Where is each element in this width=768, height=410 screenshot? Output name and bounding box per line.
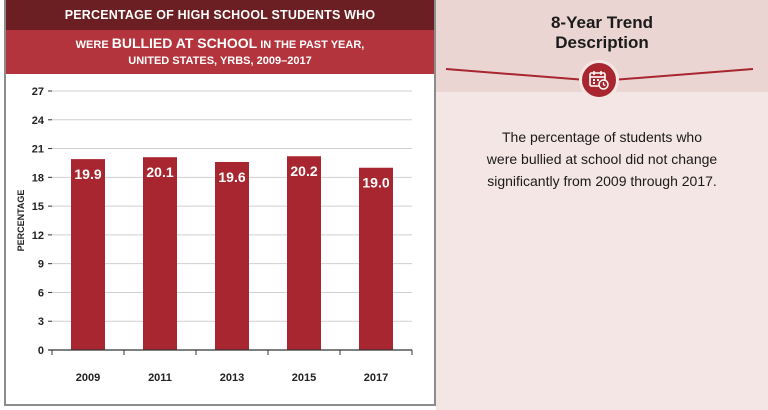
bar-value-label: 20.1 [146, 164, 173, 180]
x-tick-label: 2011 [148, 372, 172, 384]
y-tick-label: 27 [32, 86, 44, 98]
bar [143, 157, 177, 350]
chart-title-line3: UNITED STATES, YRBS, 2009–2017 [128, 55, 312, 67]
x-tick-label: 2015 [292, 372, 316, 384]
calendar-clock-icon [579, 60, 619, 100]
y-tick-label: 24 [32, 115, 45, 127]
trend-desc-line1: The percentage of students who [501, 129, 703, 145]
x-tick-label: 2009 [76, 372, 100, 384]
chart-title-emphasis: BULLIED AT SCHOOL [111, 35, 258, 51]
trend-desc-line3: significantly from 2009 through 2017. [487, 173, 717, 189]
bar-value-label: 19.9 [74, 166, 101, 182]
y-tick-label: 18 [32, 172, 44, 184]
chart-title-line1: PERCENTAGE OF HIGH SCHOOL STUDENTS WHO [6, 0, 434, 30]
y-tick-label: 0 [38, 345, 44, 357]
bar [359, 167, 393, 350]
chart-title-pre: WERE [75, 39, 112, 51]
y-tick-label: 15 [32, 201, 44, 213]
y-tick-label: 9 [38, 259, 44, 271]
bar [71, 159, 105, 350]
y-tick-label: 6 [38, 287, 44, 299]
y-tick-label: 12 [32, 230, 44, 242]
y-tick-label: 3 [38, 316, 44, 328]
bar [287, 156, 321, 350]
x-tick-label: 2013 [220, 372, 244, 384]
y-axis-label: PERCENTAGE [16, 190, 26, 252]
x-tick-label: 2017 [364, 372, 388, 384]
trend-title: 8-Year Trend Description [436, 13, 768, 53]
trend-desc-line2: were bullied at school did not change [486, 151, 718, 167]
chart-title-post: IN THE PAST YEAR, [257, 39, 365, 51]
trend-title-line2: Description [555, 33, 649, 52]
bar [215, 161, 249, 350]
trend-description: The percentage of students who were bull… [466, 126, 738, 192]
bar-value-label: 19.0 [362, 175, 389, 191]
y-tick-label: 21 [32, 144, 44, 156]
trend-panel: 8-Year Trend Description The percentage … [436, 0, 768, 410]
bar-value-label: 19.6 [218, 169, 245, 185]
bar-chart: 0 3 6 9 12 15 18 21 24 27 PERCENTAGE 19.9 2009 20.1 20… [16, 86, 413, 384]
bar-value-label: 20.2 [290, 163, 317, 179]
trend-title-line1: 8-Year Trend [550, 13, 654, 32]
chart-title-main: WERE BULLIED AT SCHOOL IN THE PAST YEAR,… [6, 30, 434, 74]
chart-panel: PERCENTAGE OF HIGH SCHOOL STUDENTS WHO W… [4, 0, 436, 406]
